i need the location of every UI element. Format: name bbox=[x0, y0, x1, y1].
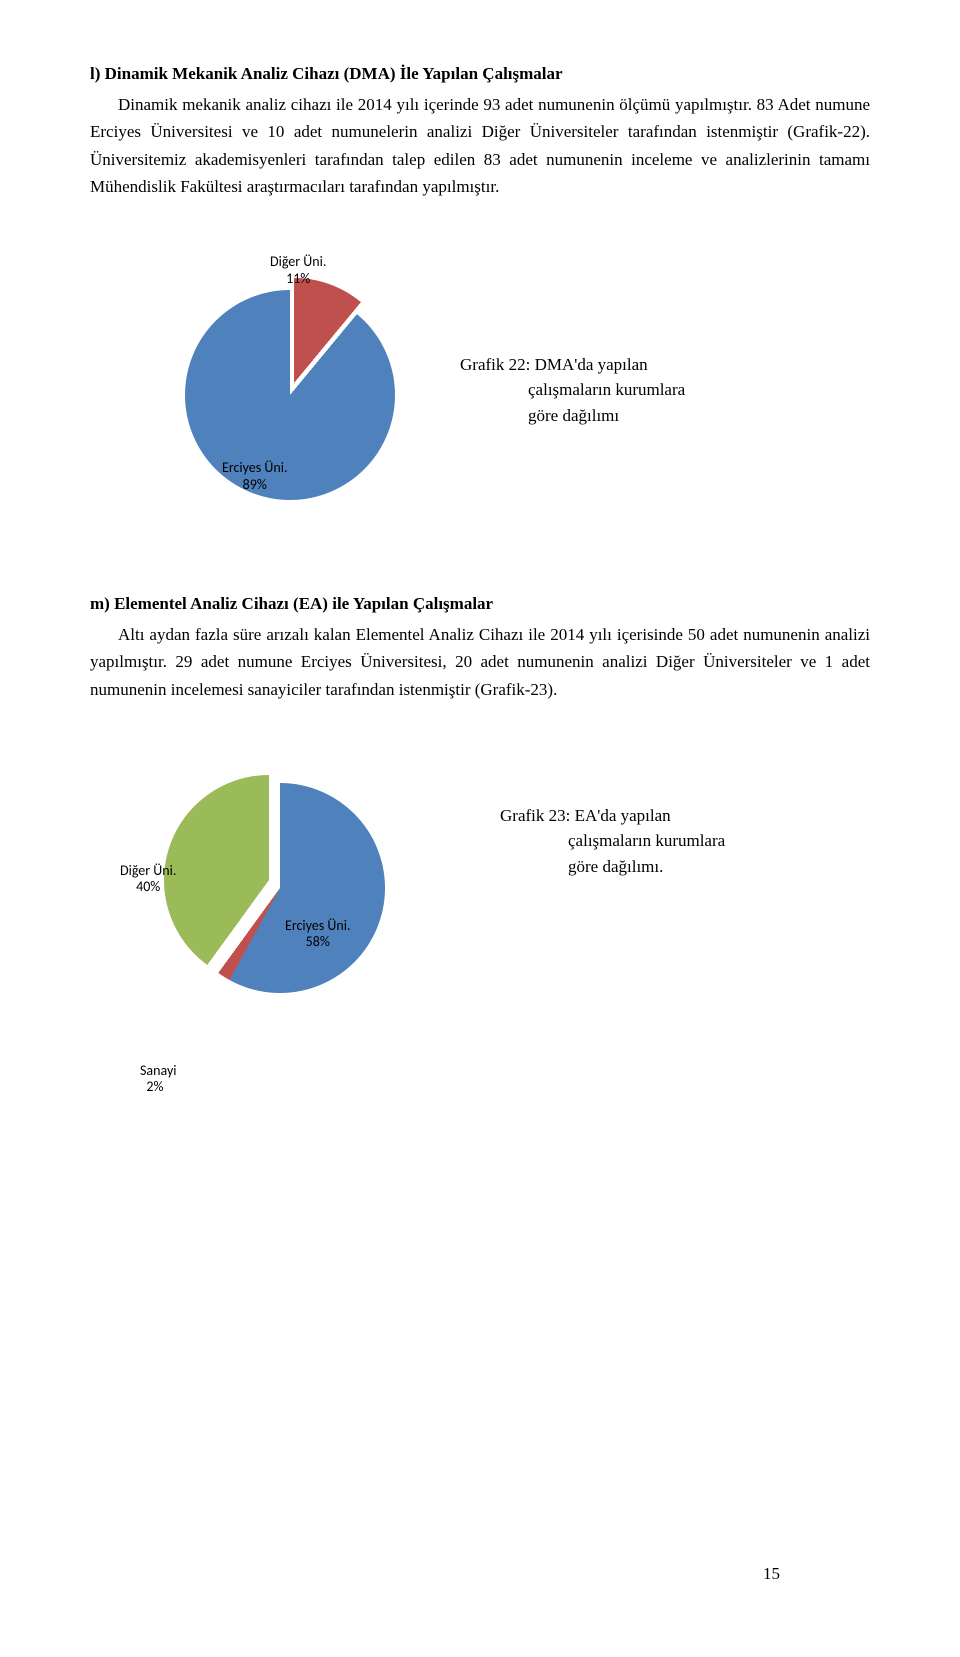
chart-23-label-sanayi: Sanayi 2% bbox=[140, 1063, 870, 1097]
section-m-paragraph: Altı aydan fazla süre arızalı kalan Elem… bbox=[90, 621, 870, 703]
chart-22-pie: Diğer Üni. 11% Erciyes Üni. 89% bbox=[160, 260, 420, 520]
chart-22-slice-diger bbox=[189, 278, 399, 488]
chart-23-label-erciyes: Erciyes Üni. 58% bbox=[285, 918, 351, 952]
chart-23-label-erciyes-name: Erciyes Üni. bbox=[285, 917, 351, 934]
chart-23-label-sanayi-name: Sanayi bbox=[140, 1062, 177, 1079]
chart-22-label-diger-name: Diğer Üni. bbox=[270, 253, 326, 270]
chart-23-label-diger-name: Diğer Üni. bbox=[120, 862, 176, 879]
chart-23-label-diger-pct: 40% bbox=[136, 878, 160, 895]
chart-23-block: Diğer Üni. 40% Erciyes Üni. 58% Grafik 2… bbox=[90, 763, 870, 1023]
chart-23-slice-diger bbox=[164, 775, 374, 985]
page-number: 15 bbox=[763, 1560, 780, 1587]
chart-22-label-erciyes-name: Erciyes Üni. bbox=[222, 459, 288, 476]
chart-22-caption-l1: Grafik 22: DMA'da yapılan bbox=[460, 355, 648, 374]
chart-22-label-diger-pct: 11% bbox=[286, 270, 310, 287]
chart-22-caption-l2: çalışmaların kurumlara bbox=[528, 380, 685, 399]
chart-23-label-diger: Diğer Üni. 40% bbox=[120, 863, 176, 897]
chart-22-label-diger: Diğer Üni. 11% bbox=[270, 254, 326, 288]
chart-23-pie: Diğer Üni. 40% Erciyes Üni. 58% bbox=[120, 763, 420, 1023]
section-l-heading: l) Dinamik Mekanik Analiz Cihazı (DMA) İ… bbox=[90, 60, 870, 87]
section-l-paragraph: Dinamik mekanik analiz cihazı ile 2014 y… bbox=[90, 91, 870, 200]
chart-23-caption: Grafik 23: EA'da yapılan çalışmaların ku… bbox=[500, 803, 725, 880]
chart-23-caption-l1: Grafik 23: EA'da yapılan bbox=[500, 806, 671, 825]
chart-22-label-erciyes: Erciyes Üni. 89% bbox=[222, 460, 288, 494]
chart-22-caption-l3: göre dağılımı bbox=[528, 406, 619, 425]
chart-22-label-erciyes-pct: 89% bbox=[243, 476, 267, 493]
chart-23-label-erciyes-pct: 58% bbox=[306, 933, 330, 950]
chart-23-caption-l3: göre dağılımı. bbox=[568, 857, 663, 876]
section-m-heading: m) Elementel Analiz Cihazı (EA) ile Yapı… bbox=[90, 590, 870, 617]
chart-23-caption-l2: çalışmaların kurumlara bbox=[568, 831, 725, 850]
chart-22-block: Diğer Üni. 11% Erciyes Üni. 89% Grafik 2… bbox=[90, 260, 870, 520]
chart-23-label-sanayi-pct: 2% bbox=[146, 1078, 163, 1095]
chart-22-caption: Grafik 22: DMA'da yapılan çalışmaların k… bbox=[460, 352, 685, 429]
